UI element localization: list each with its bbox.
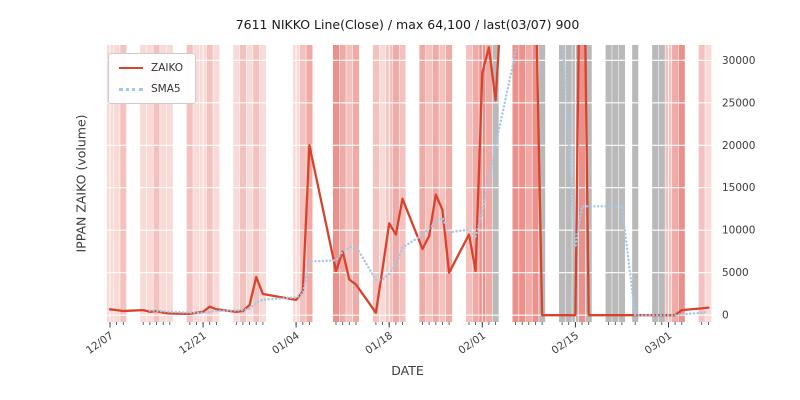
day-band [605, 45, 612, 322]
day-band [372, 45, 379, 322]
day-band [492, 45, 499, 322]
day-band [419, 45, 426, 322]
day-band [539, 45, 546, 322]
day-band [585, 45, 592, 322]
x-tick-label: 02/01 [456, 330, 488, 357]
day-band [705, 45, 712, 322]
day-band [446, 45, 453, 322]
day-band [113, 45, 120, 322]
y-tick-label: 25000 [722, 97, 755, 109]
day-band [140, 45, 147, 322]
day-band [519, 45, 526, 322]
day-band [432, 45, 439, 322]
day-band [465, 45, 473, 322]
day-band [339, 45, 346, 322]
day-band [426, 45, 433, 322]
day-band [512, 45, 519, 322]
day-band [678, 45, 685, 322]
background-bands [106, 45, 712, 322]
x-axis-ticks [109, 322, 709, 328]
sma5-line-sample [119, 87, 143, 91]
day-band [532, 45, 539, 322]
day-band [379, 45, 386, 322]
day-band [525, 45, 532, 322]
chart-title: 7611 NIKKO Line(Close) / max 64,100 / la… [235, 17, 580, 32]
day-band [239, 45, 247, 322]
day-band [472, 45, 479, 322]
day-band [346, 45, 353, 322]
x-tick-label: 01/04 [270, 329, 302, 356]
day-band [166, 45, 173, 322]
zaiko-line [108, 45, 710, 317]
legend-label-sma5: SMA5 [151, 83, 181, 95]
day-band [160, 45, 167, 322]
legend-label-zaiko: ZAIKO [151, 62, 184, 74]
y-tick-label: 30000 [722, 55, 755, 67]
x-axis-label: DATE [391, 363, 424, 378]
zaiko-line-sample [119, 67, 143, 69]
day-band [299, 45, 306, 322]
day-band [672, 45, 679, 322]
day-band [565, 45, 572, 322]
day-band [439, 45, 446, 322]
day-band [146, 45, 153, 322]
legend-item-sma5: SMA5 [119, 83, 183, 95]
y-tick-label: 15000 [722, 182, 755, 194]
day-band [399, 45, 406, 322]
day-band [306, 45, 313, 322]
x-tick-label: 03/01 [643, 330, 675, 357]
day-band [233, 45, 240, 322]
day-band [392, 45, 399, 322]
day-band [259, 45, 266, 322]
day-band [618, 45, 625, 322]
day-band [352, 45, 360, 322]
day-band [698, 45, 705, 322]
x-tick-label: 12/07 [84, 330, 116, 357]
day-band [206, 45, 213, 322]
day-band [658, 45, 665, 322]
day-band [120, 45, 127, 322]
x-axis-labels: 12/07 12/21 01/04 01/18 02/01 02/15 03/01 [84, 329, 674, 356]
y-tick-label: 20000 [722, 140, 755, 152]
day-band [652, 45, 659, 322]
day-band [246, 45, 253, 322]
day-band [612, 45, 619, 322]
day-band [193, 45, 200, 322]
day-band [332, 45, 340, 322]
y-axis-labels: 0 5000 10000 15000 20000 25000 30000 [722, 55, 755, 322]
x-tick-label: 01/18 [363, 330, 395, 357]
y-tick-label: 5000 [722, 267, 749, 279]
day-band [253, 45, 260, 322]
y-tick-label: 0 [722, 310, 729, 322]
day-band [559, 45, 566, 322]
day-band [632, 45, 639, 322]
day-band [186, 45, 193, 322]
day-band [213, 45, 220, 322]
x-tick-label: 02/15 [549, 330, 581, 357]
day-band [578, 45, 586, 322]
legend-item-zaiko: ZAIKO [119, 62, 183, 74]
legend: ZAIKO SMA5 [108, 53, 197, 104]
sma5-line [148, 45, 710, 317]
y-tick-label: 10000 [722, 225, 755, 237]
x-tick-label: 12/21 [177, 330, 209, 357]
day-band [153, 45, 160, 322]
